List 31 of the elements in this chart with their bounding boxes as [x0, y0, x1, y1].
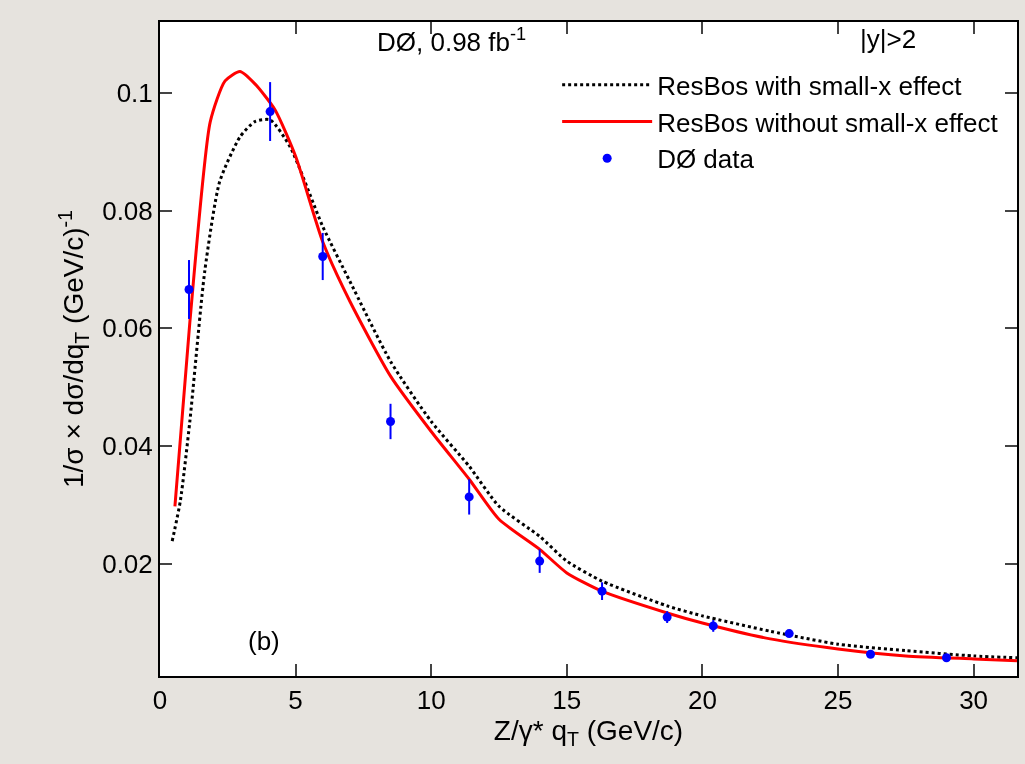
x-tick-label: 20 — [687, 685, 717, 716]
y-tick-label: 0.08 — [102, 195, 153, 226]
x-tick-label: 0 — [152, 685, 168, 716]
point — [597, 586, 607, 596]
x-tick-label: 5 — [288, 685, 303, 716]
point — [662, 612, 672, 622]
legend-label: ResBos without small-x effect — [657, 107, 999, 138]
x-axis-title: Z/γ* q$_{T}$ (GeV/c) — [493, 715, 684, 751]
x-tick-label: 30 — [959, 685, 989, 716]
annotation: DØ, 0.98 fb$^{-1}$ — [377, 24, 527, 57]
legend-label: ResBos with small-x effect — [657, 70, 963, 101]
y-tick-label: 0.02 — [102, 549, 153, 580]
x-tick-label: 25 — [823, 685, 853, 716]
legend-label: DØ data — [657, 144, 755, 175]
point — [386, 416, 396, 426]
point — [184, 284, 194, 294]
point — [464, 492, 474, 502]
point — [941, 653, 951, 663]
point — [708, 621, 718, 631]
point — [866, 649, 876, 659]
x-tick-label: 10 — [416, 685, 446, 716]
annotation: (b) — [248, 626, 280, 656]
point — [318, 252, 328, 261]
y-tick-label: 0.04 — [102, 431, 153, 462]
annotation: |y|>2 — [860, 24, 917, 54]
y-tick-label: 0.06 — [102, 313, 153, 344]
point — [535, 556, 545, 566]
point — [265, 107, 275, 117]
point — [784, 629, 794, 639]
x-tick-label: 15 — [552, 685, 582, 716]
y-tick-label: 0.1 — [116, 77, 153, 108]
